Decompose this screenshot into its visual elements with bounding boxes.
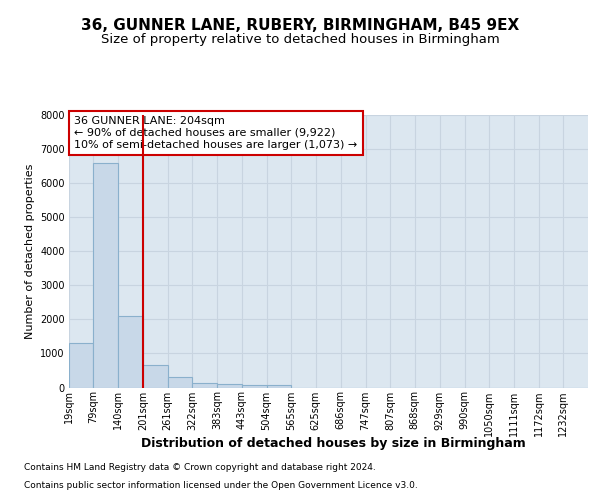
Bar [118, 316, 143, 388]
Text: Size of property relative to detached houses in Birmingham: Size of property relative to detached ho… [101, 32, 499, 46]
Bar [193, 382, 217, 388]
Text: Contains public sector information licensed under the Open Government Licence v3: Contains public sector information licen… [24, 481, 418, 490]
Bar [69, 343, 94, 388]
Bar [242, 385, 266, 388]
Text: Contains HM Land Registry data © Crown copyright and database right 2024.: Contains HM Land Registry data © Crown c… [24, 464, 376, 472]
Bar [143, 365, 167, 388]
Text: 36, GUNNER LANE, RUBERY, BIRMINGHAM, B45 9EX: 36, GUNNER LANE, RUBERY, BIRMINGHAM, B45… [81, 18, 519, 32]
Bar [217, 384, 242, 388]
Bar [266, 385, 292, 388]
Text: 36 GUNNER LANE: 204sqm
← 90% of detached houses are smaller (9,922)
10% of semi-: 36 GUNNER LANE: 204sqm ← 90% of detached… [74, 116, 358, 150]
Y-axis label: Number of detached properties: Number of detached properties [25, 164, 35, 339]
Bar [167, 378, 193, 388]
Bar [94, 162, 118, 388]
Text: Distribution of detached houses by size in Birmingham: Distribution of detached houses by size … [140, 438, 526, 450]
